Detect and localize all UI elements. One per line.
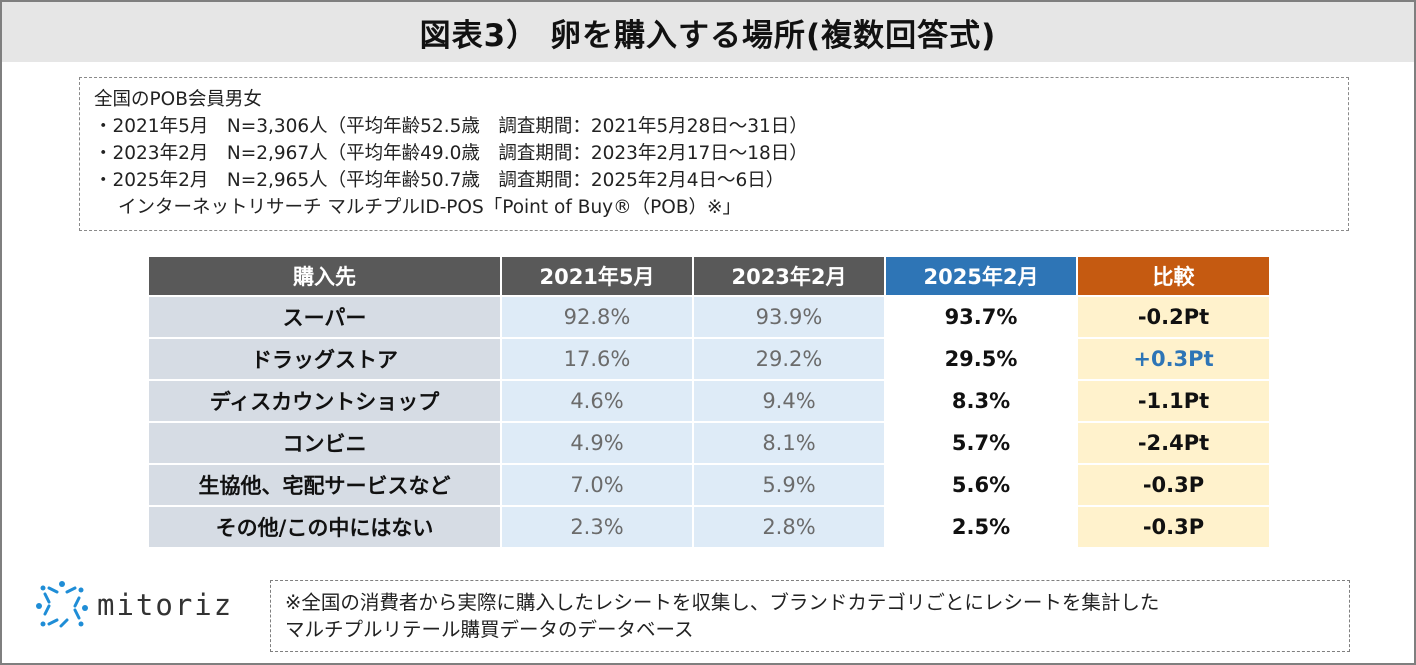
value-2025: 5.6% xyxy=(886,465,1078,507)
table-row: ドラッグストア 17.6% 29.2% 29.5% +0.3Pt xyxy=(149,339,1269,381)
value-2025: 5.7% xyxy=(886,423,1078,465)
table-row: スーパー 92.8% 93.9% 93.7% -0.2Pt xyxy=(149,297,1269,339)
row-name: その他/この中にはない xyxy=(149,507,502,549)
value-2025: 2.5% xyxy=(886,507,1078,549)
table-header-row: 購入先 2021年5月 2023年2月 2025年2月 比較 xyxy=(149,257,1269,297)
header-2021: 2021年5月 xyxy=(502,257,694,297)
footnote-line-2: マルチプルリテール購買データのデータベース xyxy=(285,618,694,641)
value-2021: 4.9% xyxy=(502,423,694,465)
table-row: コンビニ 4.9% 8.1% 5.7% -2.4Pt xyxy=(149,423,1269,465)
mitoriz-logo: mitoriz xyxy=(35,578,233,632)
info-line-target: 全国のPOB会員男女 xyxy=(94,89,262,110)
survey-info-box: 全国のPOB会員男女 ・2021年5月 N=3,306人（平均年齢52.5歳 調… xyxy=(79,77,1349,231)
footnote-box: ※全国の消費者から実際に購入したレシートを収集し、ブランドカテゴリごとにレシート… xyxy=(270,580,1350,652)
value-2021: 92.8% xyxy=(502,297,694,339)
value-diff: -1.1Pt xyxy=(1078,381,1269,423)
row-name: ディスカウントショップ xyxy=(149,381,502,423)
info-line-2021: ・2021年5月 N=3,306人（平均年齢52.5歳 調査期間：2021年5月… xyxy=(94,116,808,137)
logo-text: mitoriz xyxy=(97,588,234,622)
value-2023: 8.1% xyxy=(694,423,886,465)
header-compare: 比較 xyxy=(1078,257,1269,297)
row-name: 生協他、宅配サービスなど xyxy=(149,465,502,507)
sun-dots-icon xyxy=(36,581,88,628)
row-name: コンビニ xyxy=(149,423,502,465)
table-row: ディスカウントショップ 4.6% 9.4% 8.3% -1.1Pt xyxy=(149,381,1269,423)
info-line-2025: ・2025年2月 N=2,965人（平均年齢50.7歳 調査期間：2025年2月… xyxy=(94,170,785,191)
purchase-place-table: 購入先 2021年5月 2023年2月 2025年2月 比較 スーパー 92.8… xyxy=(149,257,1269,549)
value-2021: 7.0% xyxy=(502,465,694,507)
value-diff: -0.2Pt xyxy=(1078,297,1269,339)
value-2025: 8.3% xyxy=(886,381,1078,423)
value-2021: 2.3% xyxy=(502,507,694,549)
value-2023: 2.8% xyxy=(694,507,886,549)
info-line-source: インターネットリサーチ マルチプルID-POS「Point of Buy®（PO… xyxy=(118,197,742,218)
table-row: その他/この中にはない 2.3% 2.8% 2.5% -0.3P xyxy=(149,507,1269,549)
header-2025: 2025年2月 xyxy=(886,257,1078,297)
header-place: 購入先 xyxy=(149,257,502,297)
value-2023: 5.9% xyxy=(694,465,886,507)
value-2023: 93.9% xyxy=(694,297,886,339)
value-diff: -0.3P xyxy=(1078,465,1269,507)
title-bar: 図表3） 卵を購入する場所(複数回答式) xyxy=(2,2,1414,62)
figure-title: 図表3） 卵を購入する場所(複数回答式) xyxy=(419,17,997,54)
value-2025: 29.5% xyxy=(886,339,1078,381)
value-diff: +0.3Pt xyxy=(1078,339,1269,381)
value-2021: 17.6% xyxy=(502,339,694,381)
value-2025: 93.7% xyxy=(886,297,1078,339)
value-2023: 29.2% xyxy=(694,339,886,381)
footnote-line-1: ※全国の消費者から実際に購入したレシートを収集し、ブランドカテゴリごとにレシート… xyxy=(285,591,1160,614)
row-name: ドラッグストア xyxy=(149,339,502,381)
value-diff: -2.4Pt xyxy=(1078,423,1269,465)
value-2021: 4.6% xyxy=(502,381,694,423)
row-name: スーパー xyxy=(149,297,502,339)
info-line-2023: ・2023年2月 N=2,967人（平均年齢49.0歳 調査期間：2023年2月… xyxy=(94,143,808,164)
value-2023: 9.4% xyxy=(694,381,886,423)
header-2023: 2023年2月 xyxy=(694,257,886,297)
table-row: 生協他、宅配サービスなど 7.0% 5.9% 5.6% -0.3P xyxy=(149,465,1269,507)
value-diff: -0.3P xyxy=(1078,507,1269,549)
